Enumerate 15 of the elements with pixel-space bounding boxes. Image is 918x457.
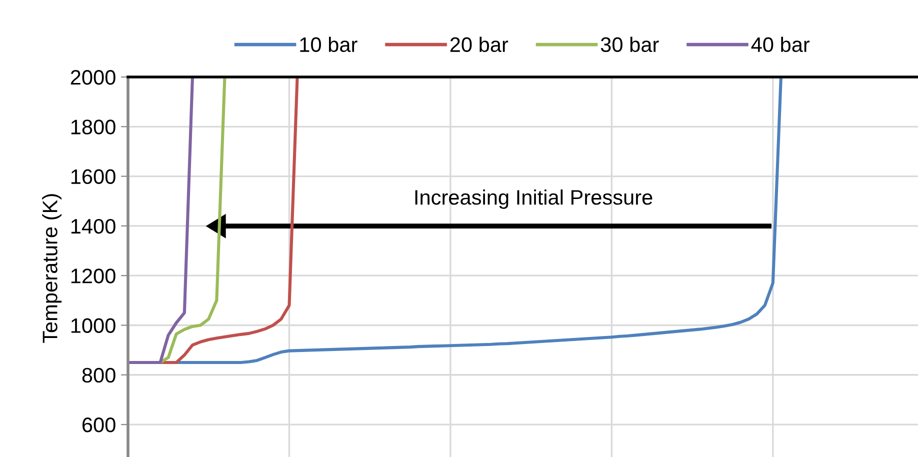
- y-tick-label: 800: [82, 368, 116, 383]
- y-axis-title: Temperature (K): [42, 194, 62, 343]
- y-tick-label: 1600: [71, 169, 116, 184]
- y-tick-label: 1000: [71, 318, 116, 333]
- y-tick-label: 1400: [71, 218, 116, 234]
- annotation: Increasing Initial Pressure: [415, 189, 652, 209]
- legend-label: 20 bar: [450, 36, 508, 52]
- legend-label: 40 bar: [751, 36, 810, 52]
- line-series: [128, 77, 194, 364]
- y-tick-label: 2000: [70, 70, 116, 85]
- legend-label: 10 bar: [300, 36, 358, 52]
- y-tick-label: 1800: [71, 120, 116, 134]
- legend-label: 30 bar: [600, 36, 659, 52]
- y-tick-label: 1200: [71, 268, 116, 284]
- y-tick-label: 600: [82, 418, 116, 432]
